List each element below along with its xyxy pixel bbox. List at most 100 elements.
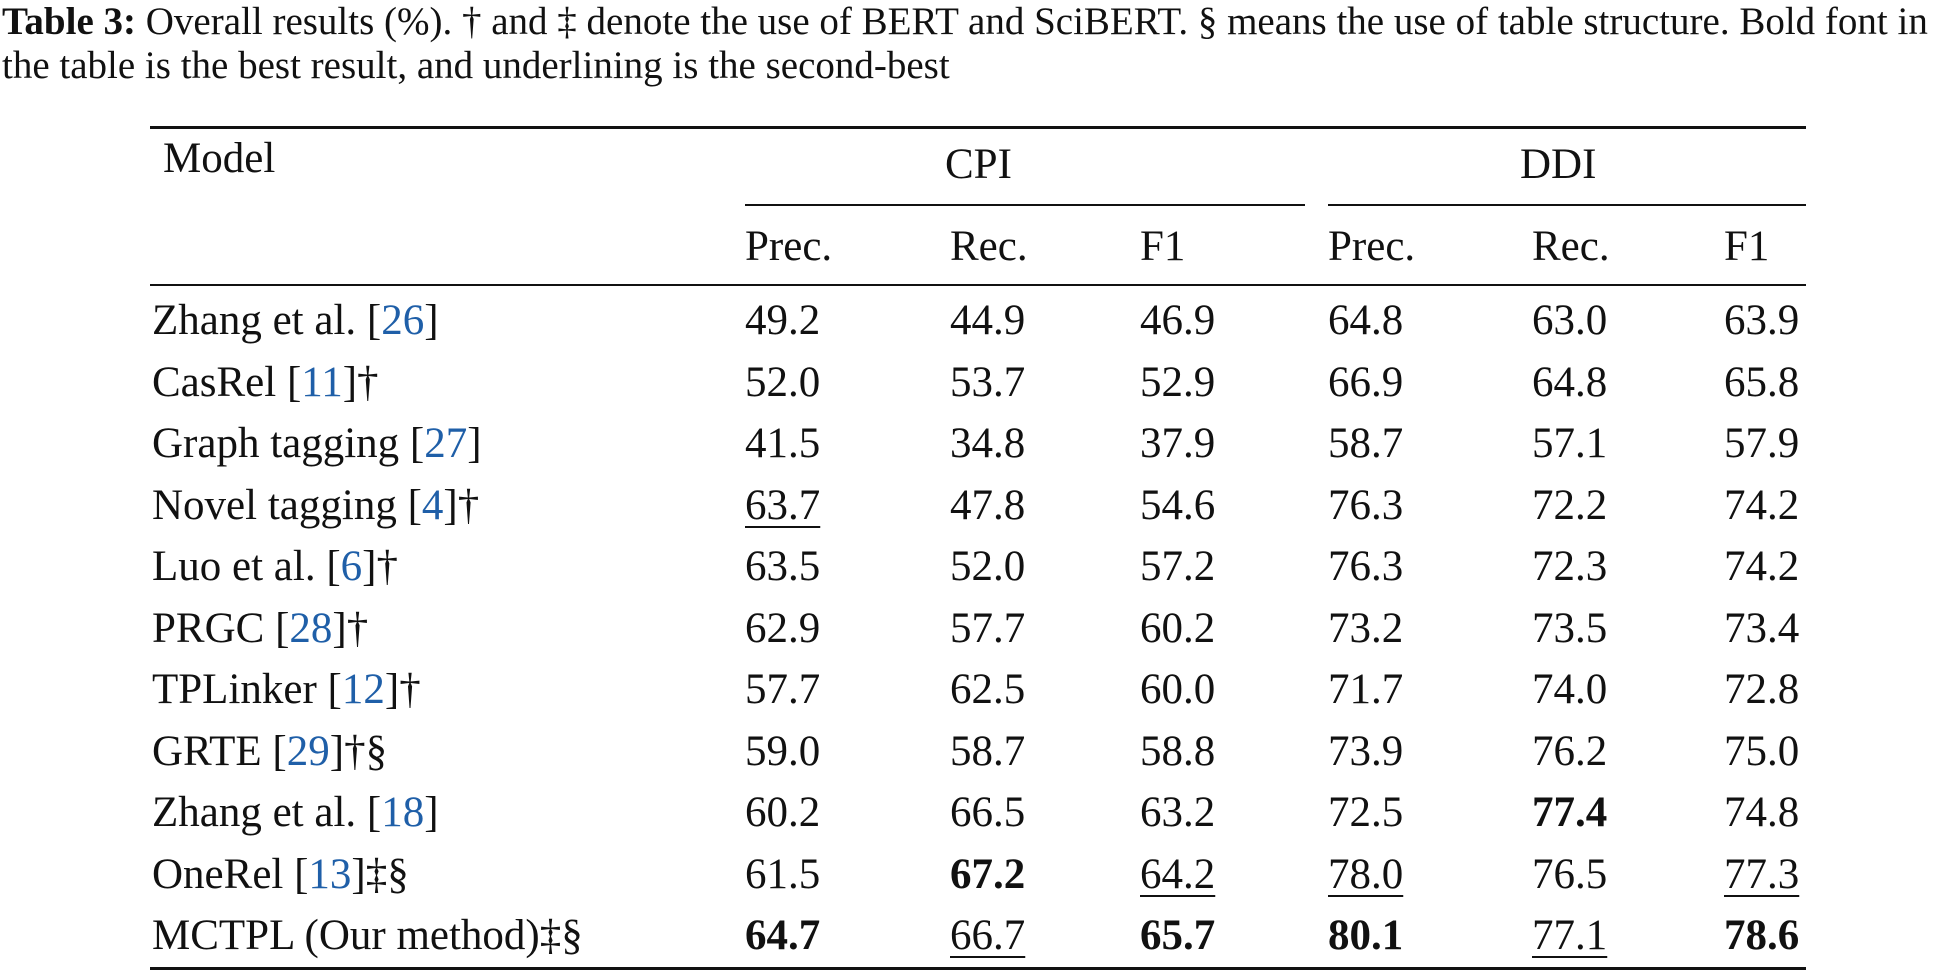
table-cell-value: 78.0 <box>1328 850 1404 898</box>
table-cell-value: 77.3 <box>1724 850 1800 898</box>
table-cell-value: 60.2 <box>745 789 821 836</box>
table-cell-value: 76.2 <box>1532 727 1608 775</box>
table-cell-value: 58.7 <box>1328 420 1404 467</box>
table-cell-value: 74.0 <box>1532 666 1608 713</box>
table-cell-value: 65.8 <box>1724 358 1800 406</box>
header-cpi-prec: Prec. <box>745 223 833 270</box>
table-cell-value: 57.1 <box>1532 420 1608 467</box>
table-cell-value: 34.8 <box>950 420 1026 467</box>
table-cell-value: 64.8 <box>1532 358 1608 406</box>
header-group-ddi: DDI <box>1520 141 1597 188</box>
citation-link[interactable]: 28 <box>289 604 333 652</box>
model-name-suffix: ]†§ <box>329 727 388 775</box>
model-name-text: OneRel [ <box>152 850 309 898</box>
header-cpi-rec: Rec. <box>950 223 1028 270</box>
table-cell-value: 37.9 <box>1140 420 1216 467</box>
header-bottom-rule <box>150 284 1806 286</box>
table-cell-value: 47.8 <box>950 481 1026 529</box>
model-name-suffix: ]† <box>384 666 421 713</box>
table-cell-value: 58.7 <box>950 727 1026 775</box>
table-cell-value: 62.5 <box>950 666 1026 713</box>
table-cell-value: 73.5 <box>1532 604 1608 652</box>
caption-text: Overall results (%). † and ‡ denote the … <box>2 0 1928 87</box>
citation-link[interactable]: 26 <box>381 297 425 344</box>
model-name-suffix: ] <box>424 297 439 344</box>
citation-link[interactable]: 11 <box>301 358 343 406</box>
model-name-suffix: ] <box>467 420 482 467</box>
model-name-text: CasRel [ <box>152 358 302 406</box>
row-model-name: Luo et al. [6]† <box>152 542 398 591</box>
citation-link[interactable]: 12 <box>341 666 385 713</box>
table-cell-value: 63.7 <box>745 481 821 529</box>
row-model-name: Novel tagging [4]† <box>152 481 479 530</box>
citation-link[interactable]: 4 <box>421 481 444 529</box>
table-cell-value: 76.5 <box>1532 850 1608 898</box>
table-cell-value: 73.4 <box>1724 604 1800 652</box>
model-name-suffix: ]† <box>332 604 369 652</box>
citation-link[interactable]: 6 <box>340 543 363 590</box>
table-cell-value: 64.8 <box>1328 297 1404 344</box>
table-cell-value: 75.0 <box>1724 727 1800 775</box>
row-model-name: MCTPL (Our method)‡§ <box>152 911 583 960</box>
model-name-suffix: ]† <box>362 543 398 590</box>
table-cell-value: 66.7 <box>950 912 1026 959</box>
table-caption: Table 3: Overall results (%). † and ‡ de… <box>2 0 1952 88</box>
table-cell-value: 60.0 <box>1140 666 1216 713</box>
table-cell-value: 57.9 <box>1724 420 1800 467</box>
row-model-name: OneRel [13]‡§ <box>152 850 409 899</box>
table-cell-value: 46.9 <box>1140 297 1216 344</box>
header-ddi-prec: Prec. <box>1328 223 1416 270</box>
table-cell-value: 64.7 <box>745 912 821 959</box>
table-cell-value: 60.2 <box>1140 604 1216 652</box>
row-model-name: Zhang et al. [18] <box>152 788 439 837</box>
model-name-text: Zhang et al. [ <box>152 789 382 836</box>
table-cell-value: 54.6 <box>1140 481 1216 529</box>
header-model: Model <box>163 135 276 182</box>
ddi-group-rule <box>1328 204 1806 206</box>
table-cell-value: 49.2 <box>745 297 821 344</box>
table-cell-value: 58.8 <box>1140 727 1216 775</box>
table-cell-value: 44.9 <box>950 297 1026 344</box>
model-name-suffix: ]† <box>342 358 379 406</box>
table-cell-value: 72.2 <box>1532 481 1608 529</box>
table-cell-value: 57.7 <box>745 666 821 713</box>
table-cell-value: 63.5 <box>745 543 821 590</box>
table-cell-value: 72.5 <box>1328 789 1404 836</box>
row-model-name: CasRel [11]† <box>152 358 379 407</box>
citation-link[interactable]: 18 <box>381 789 425 836</box>
table-cell-value: 73.2 <box>1328 604 1404 652</box>
row-model-name: Zhang et al. [26] <box>152 296 439 345</box>
table-cell-value: 78.6 <box>1724 912 1800 959</box>
table-top-rule <box>150 126 1806 129</box>
citation-link[interactable]: 29 <box>286 727 330 775</box>
table-cell-value: 63.0 <box>1532 297 1608 344</box>
header-ddi-rec: Rec. <box>1532 223 1610 270</box>
model-name-text: TPLinker [ <box>152 666 342 713</box>
table-cell-value: 71.7 <box>1328 666 1404 713</box>
table-cell-value: 77.1 <box>1532 912 1608 959</box>
table-cell-value: 65.7 <box>1140 912 1216 959</box>
model-name-text: PRGC [ <box>152 604 290 652</box>
citation-link[interactable]: 27 <box>424 420 468 467</box>
model-name-text: Novel tagging [ <box>152 481 422 529</box>
table-cell-value: 77.4 <box>1532 789 1608 836</box>
table-cell-value: 74.2 <box>1724 481 1800 529</box>
row-model-name: PRGC [28]† <box>152 604 368 653</box>
citation-link[interactable]: 13 <box>308 850 352 898</box>
table-cell-value: 52.0 <box>745 358 821 406</box>
table-cell-value: 61.5 <box>745 850 821 898</box>
model-name-text: GRTE [ <box>152 727 287 775</box>
row-model-name: Graph tagging [27] <box>152 419 482 468</box>
header-cpi-f1: F1 <box>1140 223 1186 270</box>
table-cell-value: 74.2 <box>1724 543 1800 590</box>
table-cell-value: 57.2 <box>1140 543 1216 590</box>
header-group-cpi: CPI <box>945 141 1012 188</box>
table-cell-value: 66.9 <box>1328 358 1404 406</box>
model-name-text: MCTPL (Our method)‡§ <box>152 912 583 959</box>
model-name-text: Graph tagging [ <box>152 420 425 467</box>
table-cell-value: 76.3 <box>1328 481 1404 529</box>
model-name-suffix: ] <box>424 789 439 836</box>
model-name-text: Luo et al. [ <box>152 543 341 590</box>
table-cell-value: 74.8 <box>1724 789 1800 836</box>
table-cell-value: 52.0 <box>950 543 1026 590</box>
